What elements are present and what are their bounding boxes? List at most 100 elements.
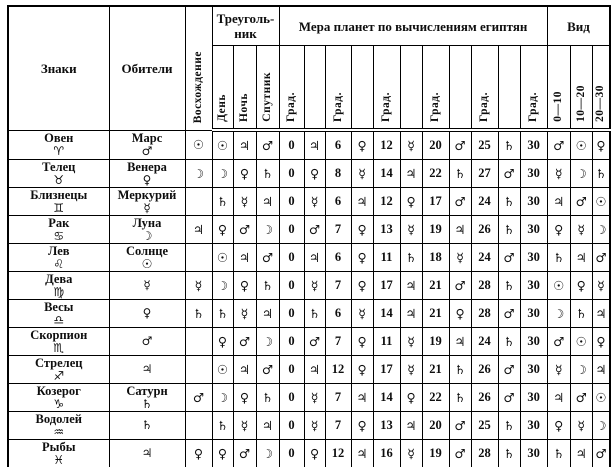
zodiac-symbol-icon: ♎ — [53, 312, 65, 327]
table-body: Овен ♈ Марс ♂ ☉ ☉ ♃ ♂ 0 ♃ 6 ♀ 12 ☿ 20 ♂ … — [7, 129, 611, 467]
vid-decan-icon: ♂ — [546, 327, 571, 356]
vid-decan-icon: ♀ — [546, 215, 571, 244]
mera-planet-icon: ☿ — [303, 187, 326, 216]
vid-decan-icon: ☽ — [591, 411, 611, 440]
grad-value: 0 — [278, 299, 305, 328]
mera-planet-icon: ♃ — [399, 271, 423, 300]
night-planet-icon: ♂ — [232, 327, 257, 356]
mera-planet-icon: ♂ — [303, 215, 326, 244]
col-header-planet-blank-2 — [350, 45, 374, 132]
grad-value: 14 — [372, 383, 401, 412]
vid-decan-icon: ☉ — [591, 187, 611, 216]
mera-planet-icon: ☿ — [448, 243, 472, 272]
ascension-planet-icon: ♀ — [184, 439, 213, 467]
group-header-mera: Мера планет по вычислениям египтян — [278, 5, 548, 46]
zodiac-symbol-icon: ♌ — [53, 256, 65, 271]
mera-planet-icon: ♀ — [350, 129, 374, 160]
vid-decan-icon: ♀ — [546, 411, 571, 440]
vid-decan-icon: ♃ — [546, 187, 571, 216]
satellite-planet-icon: ☽ — [255, 439, 280, 467]
sign-cell: Водолей ♒ — [7, 411, 110, 440]
night-planet-icon: ♂ — [232, 215, 257, 244]
domicile-name: Луна — [132, 215, 162, 230]
night-planet-icon: ♃ — [232, 243, 257, 272]
mera-planet-icon: ☿ — [399, 215, 423, 244]
mera-planet-icon: ♄ — [497, 187, 521, 216]
vid-decan-icon: ☽ — [569, 159, 593, 188]
domicile-name: Венера — [127, 159, 167, 174]
mera-planet-icon: ♀ — [350, 327, 374, 356]
sign-name: Скорпион — [30, 327, 88, 342]
domicile-planet-icon: ☽ — [141, 228, 153, 243]
vid-decan-icon: ♄ — [546, 243, 571, 272]
vid-decan-icon: ♀ — [591, 129, 611, 160]
night-planet-icon: ♀ — [232, 159, 257, 188]
grad-value: 24 — [470, 327, 499, 356]
zodiac-symbol-icon: ♐ — [53, 368, 65, 383]
grad-value: 14 — [372, 159, 401, 188]
voskhozhdenie-label: Восхождение — [192, 51, 204, 124]
night-planet-icon: ☿ — [232, 411, 257, 440]
grad-value: 18 — [421, 243, 450, 272]
table-row: Рыбы ♓ ♃ ♀ ♀ ♂ ☽ 0 ♀ 12 ♃ 16 ☿ 19 ♂ 28 ♄… — [7, 439, 611, 467]
grad-value: 26 — [470, 215, 499, 244]
grad-value: 25 — [470, 411, 499, 440]
mera-planet-icon: ♂ — [497, 383, 521, 412]
grad-value: 30 — [519, 159, 548, 188]
grad-value: 7 — [324, 383, 352, 412]
table-row: Лев ♌ Солнце ☉ ☉ ♃ ♂ 0 ♃ 6 ♀ 11 ♄ 18 ☿ 2… — [7, 243, 611, 272]
sign-cell: Дева ♍ — [7, 271, 110, 300]
day-planet-icon: ♄ — [211, 299, 234, 328]
grad-value: 7 — [324, 411, 352, 440]
ascension-planet-icon — [184, 355, 213, 384]
grad-value: 14 — [372, 299, 401, 328]
grad-value: 19 — [421, 215, 450, 244]
mera-planet-icon: ♄ — [497, 327, 521, 356]
mera-planet-icon: ☿ — [350, 299, 374, 328]
mera-planet-icon: ☿ — [399, 439, 423, 467]
sign-name: Рыбы — [42, 439, 76, 454]
grad-value: 7 — [324, 271, 352, 300]
sign-cell: Близнецы ♊ — [7, 187, 110, 216]
sign-cell: Рак ♋ — [7, 215, 110, 244]
vid-decan-icon: ♃ — [591, 355, 611, 384]
mera-planet-icon: ☿ — [303, 271, 326, 300]
day-planet-icon: ♀ — [211, 327, 234, 356]
zodiac-symbol-icon: ♒ — [53, 424, 65, 439]
mera-planet-icon: ♀ — [399, 187, 423, 216]
day-planet-icon: ♀ — [211, 439, 234, 467]
domicile-planet-icon: ♂ — [141, 334, 153, 348]
mera-planet-icon: ♀ — [350, 355, 374, 384]
night-planet-icon: ♃ — [232, 129, 257, 160]
sign-cell: Лев ♌ — [7, 243, 110, 272]
day-planet-icon: ♄ — [211, 411, 234, 440]
grad-value: 30 — [519, 215, 548, 244]
grad-value: 21 — [421, 271, 450, 300]
vid-decan-icon: ♂ — [591, 243, 611, 272]
grad-value: 12 — [324, 355, 352, 384]
sign-name: Телец — [42, 159, 76, 174]
grad-value: 24 — [470, 243, 499, 272]
grad-value: 13 — [372, 215, 401, 244]
domicile-planet-icon: ♄ — [141, 418, 153, 432]
sign-name: Дева — [45, 271, 73, 286]
grad-value: 30 — [519, 383, 548, 412]
mera-planet-icon: ☿ — [399, 355, 423, 384]
mera-planet-icon: ♃ — [448, 215, 472, 244]
ascension-planet-icon: ♂ — [184, 383, 213, 412]
zodiac-symbol-icon: ♓ — [53, 452, 65, 467]
night-planet-icon: ♃ — [232, 355, 257, 384]
mera-planet-icon: ☿ — [303, 411, 326, 440]
grad-value: 6 — [324, 243, 352, 272]
day-planet-icon: ☽ — [211, 383, 234, 412]
table-row: Близнецы ♊ Меркурий ☿ ♄ ☿ ♃ 0 ☿ 6 ♃ 12 ♀… — [7, 187, 611, 216]
zodiac-symbol-icon: ♋ — [53, 228, 65, 243]
col-header-planet-blank-4 — [448, 45, 472, 132]
mera-planet-icon: ♃ — [303, 243, 326, 272]
table-row: Водолей ♒ ♄ ♄ ☿ ♃ 0 ☿ 7 ♀ 13 ♃ 20 ♂ 25 ♄… — [7, 411, 611, 440]
mera-planet-icon: ♃ — [350, 187, 374, 216]
mera-planet-icon: ♄ — [303, 299, 326, 328]
night-planet-icon: ☿ — [232, 299, 257, 328]
grad-value: 30 — [519, 187, 548, 216]
grad-value: 19 — [421, 439, 450, 467]
